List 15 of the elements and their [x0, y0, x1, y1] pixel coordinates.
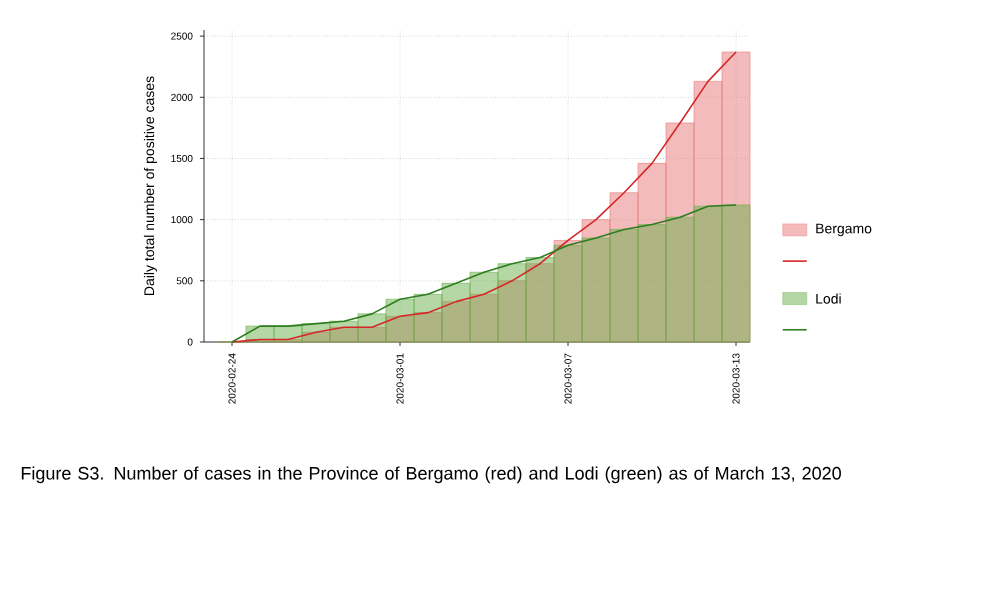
bar: [497, 263, 527, 343]
bar: [609, 229, 639, 343]
bar: [357, 313, 387, 343]
bar: [637, 224, 667, 343]
caption: Figure S3. Number of cases in the Province of Bergamo (red) and Lodi (green) as of March 13, 2020: [21, 466, 841, 484]
bar: [665, 216, 695, 343]
bar: [469, 271, 499, 343]
bar: [693, 205, 723, 343]
line-series: [231, 204, 737, 343]
bar: [441, 282, 471, 343]
bar: [721, 204, 751, 343]
line-series: [231, 51, 737, 343]
bar: [329, 320, 359, 343]
bar: [385, 298, 415, 343]
bar: [413, 293, 443, 343]
